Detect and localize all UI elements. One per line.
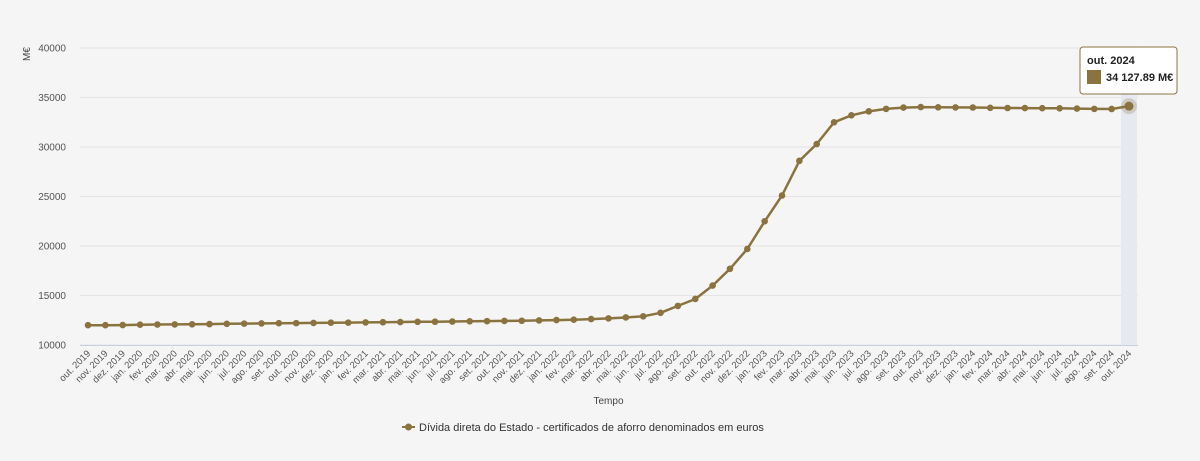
data-point[interactable]: [900, 104, 907, 111]
legend-marker-icon: [405, 423, 412, 431]
tooltip: out. 2024 34 127.89 M€: [1079, 46, 1178, 95]
data-point[interactable]: [240, 320, 248, 327]
data-point[interactable]: [744, 245, 751, 253]
data-point[interactable]: [674, 302, 682, 310]
y-tick-label: 30000: [38, 143, 66, 154]
data-point[interactable]: [1021, 104, 1029, 112]
data-point[interactable]: [570, 316, 578, 323]
data-point[interactable]: [709, 282, 716, 289]
data-point[interactable]: [622, 314, 630, 321]
data-point[interactable]: [934, 104, 942, 111]
data-point[interactable]: [119, 321, 126, 329]
data-point[interactable]: [830, 118, 838, 126]
series-points[interactable]: [84, 98, 1137, 329]
y-axis-ticks: 10000 15000 20000 25000 30000 35000 40000: [38, 44, 66, 352]
data-point[interactable]: [449, 318, 456, 325]
y-tick-label: 35000: [38, 93, 66, 104]
data-point[interactable]: [466, 318, 474, 325]
data-point[interactable]: [639, 312, 647, 320]
y-tick-label: 15000: [38, 291, 66, 302]
data-point[interactable]: [587, 315, 595, 323]
data-point[interactable]: [952, 104, 959, 111]
data-point[interactable]: [553, 316, 560, 324]
data-point[interactable]: [1091, 105, 1098, 113]
data-point[interactable]: [483, 317, 491, 325]
y-tick-label: 20000: [38, 242, 66, 253]
data-point[interactable]: [501, 317, 508, 325]
data-point[interactable]: [761, 217, 768, 225]
data-point[interactable]: [310, 319, 317, 327]
x-axis-title: Tempo: [593, 396, 623, 407]
data-point[interactable]: [154, 321, 161, 328]
data-point[interactable]: [327, 319, 335, 327]
data-point[interactable]: [986, 104, 994, 112]
data-point[interactable]: [188, 321, 196, 328]
data-point[interactable]: [848, 112, 855, 119]
data-point[interactable]: [691, 295, 699, 303]
tooltip-swatch: [1087, 70, 1101, 84]
data-point[interactable]: [813, 140, 820, 148]
data-point[interactable]: [882, 105, 890, 113]
y-tick-label: 10000: [38, 341, 66, 352]
data-point[interactable]: [518, 317, 526, 325]
data-point[interactable]: [1038, 104, 1046, 112]
y-axis-title: M€: [22, 47, 33, 61]
series-line: [88, 104, 1130, 327]
data-point[interactable]: [726, 265, 734, 273]
hover-highlight: [1121, 48, 1137, 345]
data-point[interactable]: [344, 319, 352, 326]
data-point[interactable]: [136, 321, 144, 329]
data-point[interactable]: [535, 317, 543, 324]
tooltip-value: 34 127.89 M€: [1106, 72, 1173, 84]
data-point[interactable]: [657, 309, 664, 317]
hover-band: [1121, 48, 1137, 345]
data-point[interactable]: [84, 321, 92, 329]
data-point[interactable]: [171, 321, 179, 328]
grid-lines: [80, 47, 1138, 346]
data-point[interactable]: [275, 319, 283, 327]
legend[interactable]: Dívida direta do Estado - certificados d…: [402, 422, 764, 434]
data-point[interactable]: [605, 315, 612, 322]
data-point[interactable]: [1108, 105, 1115, 113]
data-point[interactable]: [102, 321, 109, 329]
tooltip-title: out. 2024: [1087, 55, 1136, 67]
y-tick-label: 25000: [38, 192, 66, 203]
data-point[interactable]: [796, 157, 803, 165]
data-point[interactable]: [431, 318, 439, 326]
data-point[interactable]: [414, 318, 421, 326]
legend-label[interactable]: Dívida direta do Estado - certificados d…: [419, 422, 764, 434]
data-point[interactable]: [362, 319, 369, 326]
data-point[interactable]: [917, 103, 925, 111]
data-point[interactable]: [379, 318, 387, 326]
data-point[interactable]: [1073, 105, 1081, 112]
data-point[interactable]: [397, 318, 404, 326]
data-point[interactable]: [1004, 104, 1011, 112]
data-point[interactable]: [865, 108, 873, 115]
data-point[interactable]: [258, 320, 265, 327]
data-point[interactable]: [223, 320, 231, 328]
data-point[interactable]: [1124, 101, 1134, 111]
data-point[interactable]: [969, 104, 977, 111]
data-point[interactable]: [1056, 104, 1063, 112]
y-tick-label: 40000: [38, 44, 66, 55]
data-point[interactable]: [206, 320, 213, 328]
data-point[interactable]: [778, 192, 786, 199]
tooltip-box: [1079, 46, 1178, 95]
data-point[interactable]: [292, 319, 300, 327]
